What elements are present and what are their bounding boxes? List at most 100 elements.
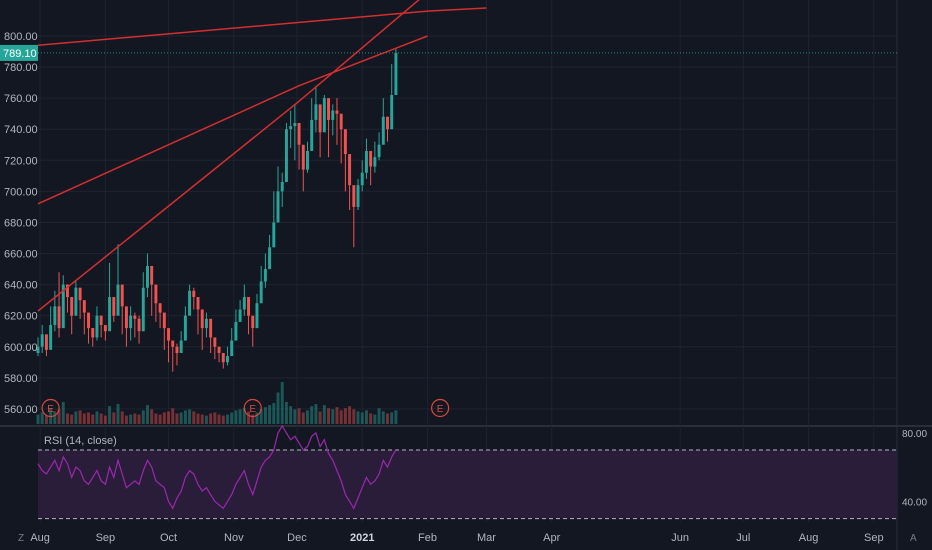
candle-body[interactable]	[129, 315, 133, 329]
candle-body[interactable]	[82, 300, 86, 313]
candle-body[interactable]	[36, 346, 40, 353]
candle-body[interactable]	[272, 222, 276, 248]
candle-body[interactable]	[377, 144, 381, 158]
candle-body[interactable]	[162, 312, 166, 329]
candle-body[interactable]	[120, 284, 124, 307]
candle-body[interactable]	[133, 315, 137, 319]
candle-body[interactable]	[221, 352, 225, 363]
candle-body[interactable]	[217, 346, 221, 353]
candle-body[interactable]	[247, 297, 251, 316]
candle-body[interactable]	[322, 98, 326, 133]
candle-body[interactable]	[234, 321, 238, 341]
candle-body[interactable]	[238, 309, 242, 322]
candle-body[interactable]	[57, 306, 61, 329]
trendline[interactable]	[37, 0, 428, 312]
candle-body[interactable]	[66, 284, 69, 298]
earnings-marker[interactable]	[431, 398, 450, 418]
candle-body[interactable]	[150, 265, 154, 285]
candle-body[interactable]	[137, 318, 141, 332]
time-axis[interactable]: Aug Sep Oct Nov Dec 2021 Feb Mar Apr Jun Jul Aug Sep	[30, 532, 883, 544]
candle-body[interactable]	[124, 306, 128, 329]
candle-body[interactable]	[141, 287, 145, 332]
auto-scale-icon[interactable]: A	[910, 533, 917, 544]
candle-body[interactable]	[53, 306, 57, 325]
candle-body[interactable]	[179, 340, 183, 353]
candle-body[interactable]	[289, 126, 293, 130]
candle-body[interactable]	[78, 287, 82, 301]
candle-body[interactable]	[116, 284, 120, 316]
candle-body[interactable]	[364, 150, 368, 173]
candle-body[interactable]	[297, 123, 301, 145]
candle-body[interactable]	[369, 150, 373, 167]
candle-body[interactable]	[280, 182, 284, 192]
candle-body[interactable]	[310, 119, 314, 151]
earnings-marker[interactable]	[243, 398, 262, 418]
rsi-line[interactable]	[37, 424, 397, 510]
candle-body[interactable]	[373, 157, 377, 167]
candle-body[interactable]	[348, 154, 352, 186]
candle-body[interactable]	[306, 150, 309, 170]
candle-body[interactable]	[339, 113, 343, 130]
candle-body[interactable]	[87, 312, 91, 329]
candle-body[interactable]	[70, 297, 74, 316]
candle-body[interactable]	[230, 340, 234, 357]
candle-body[interactable]	[318, 104, 322, 133]
candle-body[interactable]	[200, 309, 204, 329]
candle-body[interactable]	[284, 129, 288, 183]
candle-body[interactable]	[192, 290, 196, 298]
candle-body[interactable]	[259, 281, 263, 304]
candle-body[interactable]	[314, 104, 318, 120]
candle-body[interactable]	[91, 328, 95, 338]
earnings-marker[interactable]	[41, 398, 60, 418]
candlestick-series[interactable]	[36, 48, 398, 372]
candle-body[interactable]	[154, 284, 158, 304]
candle-body[interactable]	[74, 287, 78, 316]
candle-body[interactable]	[356, 185, 360, 207]
candle-body[interactable]	[204, 318, 208, 329]
candle-body[interactable]	[99, 315, 103, 325]
candle-body[interactable]	[386, 116, 389, 130]
trendline[interactable]	[37, 35, 428, 205]
candle-body[interactable]	[251, 315, 255, 329]
candle-body[interactable]	[276, 191, 280, 223]
candle-body[interactable]	[255, 303, 259, 329]
rsi-pane[interactable]: RSI (14, close) 80.00 40.00	[37, 424, 927, 520]
candle-body[interactable]	[108, 297, 112, 332]
trendlines[interactable]	[37, 0, 487, 312]
candle-body[interactable]	[196, 297, 200, 310]
price-axis[interactable]: 800.00 780.00 760.00 740.00 720.00 700.00 680.…	[0, 31, 38, 416]
candle-body[interactable]	[390, 95, 394, 130]
candle-body[interactable]	[242, 297, 246, 310]
candle-body[interactable]	[61, 284, 65, 329]
candle-body[interactable]	[335, 110, 339, 114]
candle-body[interactable]	[226, 356, 229, 363]
candle-body[interactable]	[167, 328, 171, 341]
candle-body[interactable]	[183, 315, 187, 341]
candle-body[interactable]	[343, 129, 347, 155]
candle-body[interactable]	[188, 290, 192, 316]
candle-body[interactable]	[209, 318, 213, 338]
candle-body[interactable]	[331, 110, 335, 120]
candle-body[interactable]	[95, 315, 99, 338]
candle-body[interactable]	[175, 346, 179, 353]
candle-body[interactable]	[301, 144, 305, 170]
candle-body[interactable]	[171, 340, 175, 347]
candle-body[interactable]	[293, 123, 297, 127]
trendline[interactable]	[37, 7, 487, 47]
candle-body[interactable]	[263, 269, 267, 282]
candle-body[interactable]	[381, 116, 385, 145]
candle-body[interactable]	[49, 325, 53, 350]
candle-body[interactable]	[360, 172, 364, 186]
candle-body[interactable]	[268, 247, 272, 270]
candle-body[interactable]	[352, 185, 356, 207]
candle-body[interactable]	[40, 334, 44, 347]
candle-body[interactable]	[158, 303, 162, 313]
candle-body[interactable]	[213, 337, 217, 347]
candle-body[interactable]	[44, 334, 48, 350]
last-price-badge[interactable]	[0, 44, 38, 61]
candle-body[interactable]	[394, 53, 398, 96]
candle-body[interactable]	[146, 265, 149, 288]
